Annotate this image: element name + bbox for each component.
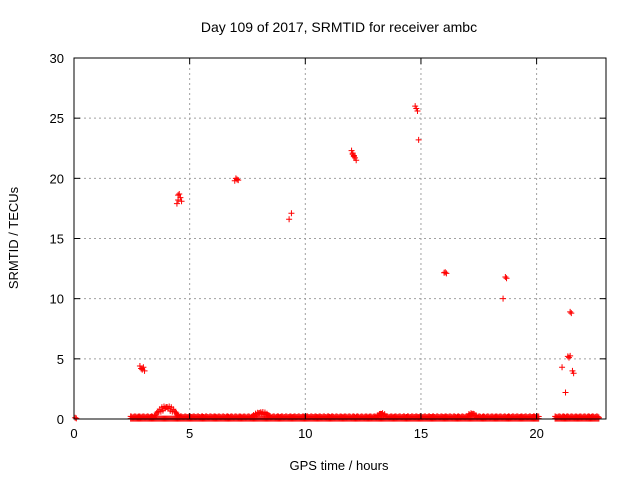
y-axis-label: SRMTID / TECUs: [6, 186, 21, 289]
chart-title: Day 109 of 2017, SRMTID for receiver amb…: [201, 19, 477, 35]
axis-ticks: 0 5 10 15 20 0 5 10 15 20 25 30: [50, 51, 606, 441]
y-tick-label: 20: [50, 171, 64, 186]
y-tick-label: 10: [50, 292, 64, 307]
data-point: [72, 414, 79, 421]
y-tick-label: 0: [57, 412, 64, 427]
y-tick-label: 25: [50, 111, 64, 126]
x-tick-label: 20: [529, 426, 543, 441]
data-point: [286, 216, 293, 223]
data-point: [176, 190, 183, 197]
data-point: [502, 274, 509, 281]
x-tick-label: 15: [414, 426, 428, 441]
data-point: [415, 136, 422, 143]
data-point: [500, 295, 507, 302]
data-point: [173, 200, 180, 207]
data-point: [414, 107, 421, 114]
data-point: [288, 210, 295, 217]
data-points: [72, 103, 602, 422]
x-tick-label: 10: [298, 426, 312, 441]
data-point: [140, 364, 147, 371]
data-point: [353, 157, 360, 164]
data-point: [559, 364, 566, 371]
data-point: [172, 408, 179, 415]
data-point: [567, 308, 574, 315]
data-point: [568, 310, 575, 317]
data-point: [178, 198, 185, 205]
data-point: [141, 367, 148, 374]
data-point: [441, 269, 448, 276]
x-tick-label: 5: [186, 426, 193, 441]
data-point: [175, 192, 182, 199]
grid-lines: [74, 58, 606, 419]
data-point: [503, 275, 510, 282]
data-point: [567, 352, 574, 359]
y-tick-label: 15: [50, 232, 64, 247]
data-point: [570, 370, 577, 377]
y-tick-label: 5: [57, 352, 64, 367]
y-tick-label: 30: [50, 51, 64, 66]
data-point: [442, 269, 449, 276]
data-point: [235, 177, 242, 184]
x-axis-label: GPS time / hours: [290, 458, 389, 473]
x-tick-label: 0: [70, 426, 77, 441]
data-point: [562, 389, 569, 396]
data-point: [234, 176, 241, 183]
data-point: [350, 153, 357, 160]
